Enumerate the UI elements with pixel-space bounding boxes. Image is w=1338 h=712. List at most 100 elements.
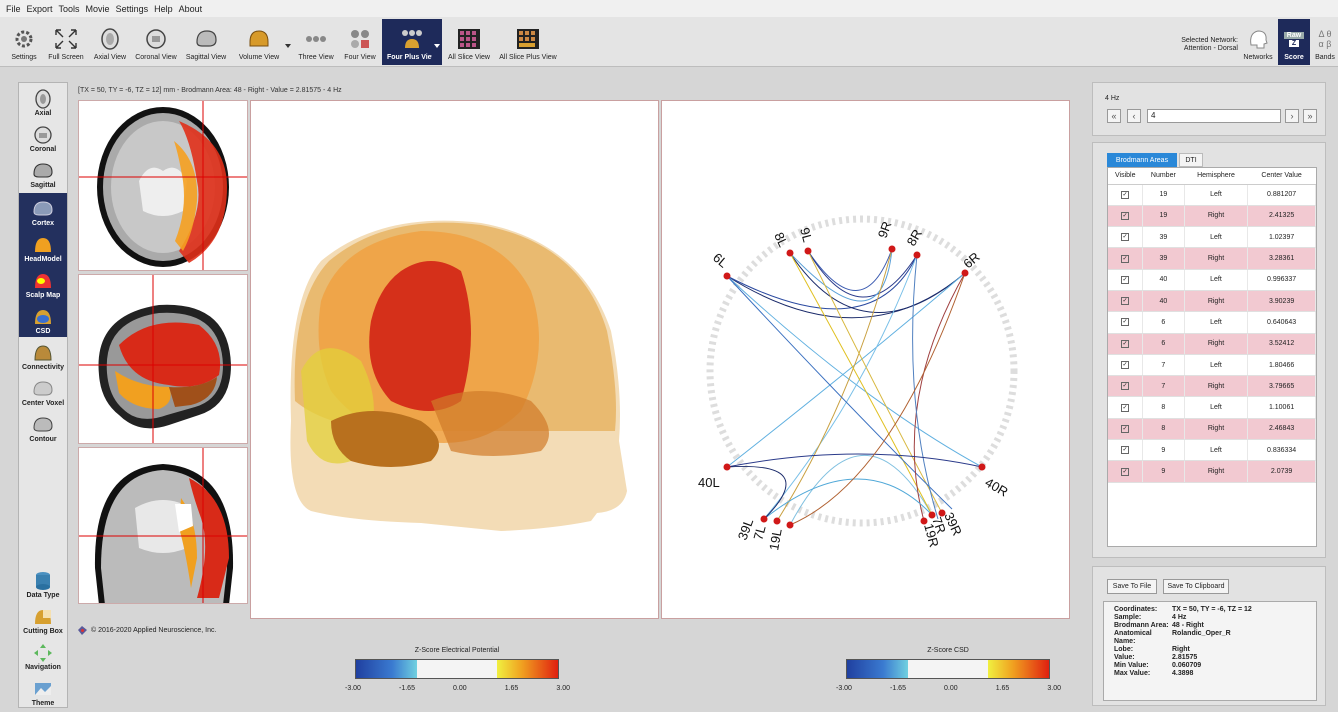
value-cell: 3.52412 <box>1247 333 1316 355</box>
head-model-3d-view[interactable] <box>250 100 659 619</box>
bands-button[interactable]: Δ θ α β Bands <box>1312 19 1338 65</box>
first-frequency-button[interactable]: « <box>1107 109 1121 123</box>
networks-button[interactable]: Networks <box>1240 19 1276 65</box>
visible-checkbox[interactable]: ✓ <box>1120 467 1129 476</box>
sagittal-option[interactable]: Sagittal <box>19 155 67 191</box>
hemisphere-cell: Left <box>1184 269 1249 291</box>
table-row[interactable]: ✓ 7 Left 1.80466 <box>1108 354 1316 377</box>
visible-checkbox[interactable]: ✓ <box>1120 211 1129 220</box>
csd-colorbar-title: Z-Score CSD <box>927 647 969 654</box>
connectivity-circle-view[interactable]: 9L 8L 6L 40L 39L 7L 19L 9R 8R 6R 40R 39R… <box>661 100 1070 619</box>
center-voxel-option[interactable]: Center Voxel <box>19 373 67 409</box>
visible-checkbox[interactable]: ✓ <box>1120 318 1129 327</box>
table-row[interactable]: ✓ 6 Right 3.52412 <box>1108 333 1316 355</box>
visible-checkbox[interactable]: ✓ <box>1120 424 1129 433</box>
number-cell: 6 <box>1142 311 1185 334</box>
save-to-file-button[interactable]: Save To File <box>1107 579 1157 594</box>
frequency-input[interactable]: 4 <box>1147 109 1281 123</box>
table-row[interactable]: ✓ 19 Right 2.41325 <box>1108 205 1316 228</box>
navigation-option[interactable]: Navigation <box>19 637 67 673</box>
four-plus-dropdown[interactable] <box>432 19 442 65</box>
table-row[interactable]: ✓ 8 Right 2.46843 <box>1108 418 1316 441</box>
tab-dti[interactable]: DTI <box>1179 153 1203 167</box>
visible-checkbox[interactable]: ✓ <box>1120 382 1129 391</box>
visible-checkbox[interactable]: ✓ <box>1120 446 1129 455</box>
visible-checkbox[interactable]: ✓ <box>1120 339 1129 348</box>
brodmann-areas-panel: Brodmann Areas DTI Visible Number Hemisp… <box>1092 142 1326 558</box>
coronal-view-button[interactable]: Coronal View <box>132 19 180 65</box>
info-row: Max Value: 4.3898 <box>1114 670 1306 678</box>
table-row[interactable]: ✓ 19 Left 0.881207 <box>1108 184 1316 206</box>
table-row[interactable]: ✓ 40 Left 0.996337 <box>1108 269 1316 291</box>
chevron-down-icon <box>433 34 441 58</box>
table-row[interactable]: ✓ 39 Left 1.02397 <box>1108 226 1316 249</box>
visible-cell: ✓ <box>1108 439 1143 462</box>
csd-option[interactable]: CSD <box>19 301 67 337</box>
volume-dropdown[interactable] <box>284 19 292 65</box>
table-row[interactable]: ✓ 6 Left 0.640643 <box>1108 311 1316 334</box>
sagittal-view-button[interactable]: Sagittal View <box>182 19 230 65</box>
menu-movie[interactable]: Movie <box>85 3 110 14</box>
info-key: Value: <box>1114 654 1135 661</box>
visible-checkbox[interactable]: ✓ <box>1120 254 1129 263</box>
menu-export[interactable]: Export <box>26 3 53 14</box>
table-row[interactable]: ✓ 9 Left 0.836334 <box>1108 439 1316 462</box>
menu-about[interactable]: About <box>178 3 203 14</box>
menu-file[interactable]: File <box>6 3 21 14</box>
table-row[interactable]: ✓ 8 Left 1.10061 <box>1108 396 1316 419</box>
menu-settings[interactable]: Settings <box>115 3 149 14</box>
visible-cell: ✓ <box>1108 247 1143 270</box>
visible-checkbox[interactable]: ✓ <box>1120 275 1129 284</box>
table-row[interactable]: ✓ 9 Right 2.0739 <box>1108 460 1316 483</box>
three-view-button[interactable]: Three View <box>294 19 338 65</box>
table-row[interactable]: ✓ 7 Right 3.79665 <box>1108 375 1316 398</box>
info-value: Right <box>1172 646 1190 653</box>
info-value: 0.060709 <box>1172 662 1202 669</box>
scalp-map-option[interactable]: Scalp Map <box>19 265 67 301</box>
settings-button[interactable]: Settings <box>6 19 42 65</box>
full-screen-button[interactable]: Full Screen <box>44 19 88 65</box>
volume-view-button[interactable]: Volume View <box>234 19 284 65</box>
hemisphere-cell: Left <box>1184 311 1249 334</box>
four-view-button[interactable]: Four View <box>340 19 380 65</box>
axial-view-button[interactable]: Axial View <box>90 19 130 65</box>
info-row: Min Value: 0.060709 <box>1114 662 1306 670</box>
connectivity-option[interactable]: Connectivity <box>19 337 67 373</box>
visible-checkbox[interactable]: ✓ <box>1120 297 1129 306</box>
visible-checkbox[interactable]: ✓ <box>1120 233 1129 242</box>
menu-tools[interactable]: Tools <box>58 3 80 14</box>
cutting-box-option[interactable]: Cutting Box <box>19 601 67 637</box>
four-plus-view-icon <box>399 27 425 51</box>
table-row[interactable]: ✓ 40 Right 3.90239 <box>1108 290 1316 313</box>
visible-cell: ✓ <box>1108 269 1143 291</box>
toolbar: Settings Full Screen Axial View Coronal … <box>0 17 1338 67</box>
contour-option[interactable]: Contour <box>19 409 67 445</box>
theme-option[interactable]: Theme <box>19 673 67 709</box>
all-slice-view-button[interactable]: All Slice View <box>446 19 492 65</box>
data-type-option[interactable]: Data Type <box>19 565 67 601</box>
all-slice-icon <box>456 27 482 51</box>
value-cell: 0.996337 <box>1247 269 1316 291</box>
tab-brodmann-areas[interactable]: Brodmann Areas <box>1107 153 1177 167</box>
cortex-option[interactable]: Cortex <box>19 193 67 229</box>
axial-slice-view[interactable] <box>78 100 248 271</box>
score-button[interactable]: Raw Z Score <box>1278 19 1310 65</box>
visible-checkbox[interactable]: ✓ <box>1120 403 1129 412</box>
coronal-slice-view[interactable] <box>78 447 248 604</box>
headmodel-option[interactable]: HeadModel <box>19 229 67 265</box>
value-cell: 2.41325 <box>1247 205 1316 228</box>
visible-checkbox[interactable]: ✓ <box>1120 361 1129 370</box>
sagittal-slice-view[interactable] <box>78 274 248 444</box>
all-slice-plus-view-button[interactable]: All Slice Plus View <box>496 19 560 65</box>
visible-checkbox[interactable]: ✓ <box>1120 190 1129 199</box>
previous-frequency-button[interactable]: ‹ <box>1127 109 1141 123</box>
last-frequency-button[interactable]: » <box>1303 109 1317 123</box>
save-to-clipboard-button[interactable]: Save To Clipboard <box>1163 579 1229 594</box>
double-chevron-right-icon: » <box>1307 111 1313 121</box>
coronal-option[interactable]: Coronal <box>19 119 67 155</box>
axial-option[interactable]: Axial <box>19 83 67 119</box>
node-label-9l: 9L <box>797 226 815 244</box>
next-frequency-button[interactable]: › <box>1285 109 1299 123</box>
table-row[interactable]: ✓ 39 Right 3.28361 <box>1108 247 1316 270</box>
menu-help[interactable]: Help <box>154 3 173 14</box>
